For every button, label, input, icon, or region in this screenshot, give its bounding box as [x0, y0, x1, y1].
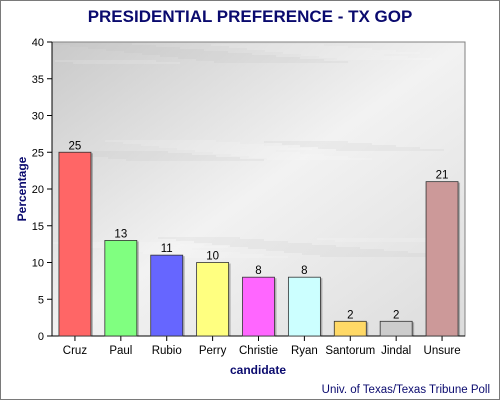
y-tick-label: 40 [32, 37, 44, 49]
value-label: 13 [114, 228, 127, 240]
y-tick-label: 5 [38, 294, 44, 306]
bar-santorum [333, 320, 367, 337]
y-tick-label: 0 [38, 331, 44, 343]
category-label: Unsure [424, 345, 461, 357]
category-label: Santorum [325, 345, 375, 357]
bar-cruz [58, 151, 92, 337]
value-label: 2 [393, 309, 399, 321]
y-tick-label: 10 [32, 258, 44, 270]
category-labels: Cruz Paul Rubio Perry Christie Ryan Santorum Ji… [63, 345, 461, 357]
category-label: Rubio [152, 345, 182, 357]
x-axis-title: candidate [230, 363, 286, 377]
y-tick-label: 25 [32, 147, 44, 159]
x-axis [52, 335, 465, 341]
bar-jindal [379, 320, 413, 337]
category-label: Jindal [381, 345, 411, 357]
value-label: 21 [436, 170, 449, 182]
chart-title: PRESIDENTIAL PREFERENCE - TX GOP [88, 7, 413, 26]
category-label: Paul [109, 345, 132, 357]
bar-series [58, 151, 461, 337]
category-label: Cruz [63, 345, 88, 357]
category-label: Perry [199, 345, 227, 357]
value-label: 11 [161, 243, 173, 255]
y-tick-label: 30 [32, 111, 44, 123]
value-label: 8 [255, 265, 261, 277]
value-label: 10 [206, 251, 219, 263]
y-tick-label: 35 [32, 74, 44, 86]
bar-rubio [150, 254, 184, 337]
source-note: Univ. of Texas/Texas Tribune Poll [322, 384, 490, 396]
value-labels: 25 13 11 10 8 8 2 2 21 [69, 140, 449, 321]
value-label: 2 [347, 309, 353, 321]
category-label: Ryan [291, 345, 318, 357]
y-axis-title: Percentage [15, 156, 29, 221]
category-label: Christie [239, 345, 278, 357]
value-label: 8 [301, 265, 307, 277]
bar-christie [242, 276, 275, 337]
y-tick-label: 20 [32, 184, 44, 196]
value-label: 25 [69, 140, 82, 152]
y-tick-label: 15 [32, 221, 44, 233]
bar-perry [196, 262, 230, 337]
bar-unsure [425, 181, 459, 337]
y-axis: 0 5 10 15 20 25 30 35 40 [32, 37, 53, 343]
bar-paul [104, 240, 138, 337]
bar-ryan [287, 276, 321, 337]
